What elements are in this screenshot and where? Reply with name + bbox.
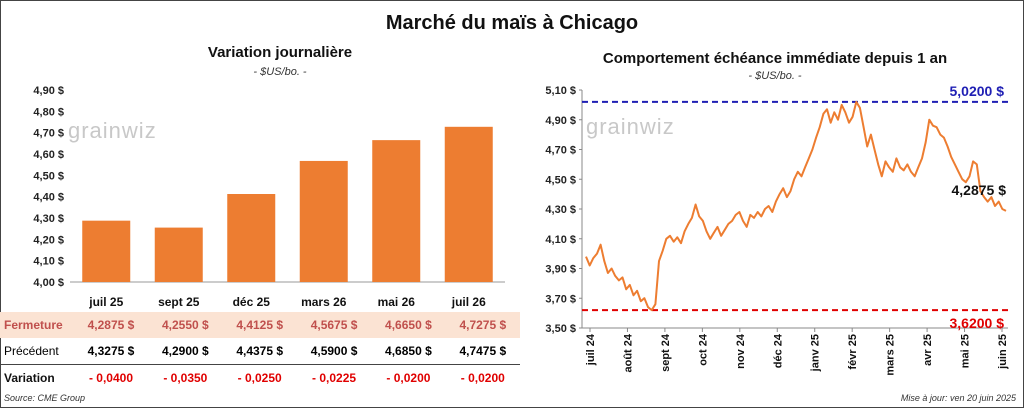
x-tick-label: janv 25: [810, 334, 822, 372]
x-tick-label: juil 26: [451, 295, 486, 309]
table-cell: - 0,0225: [312, 371, 357, 385]
y-tick-label: 4,70 $: [545, 145, 576, 157]
right-chart-title: Comportement échéance immédiate depuis 1…: [602, 50, 948, 67]
table-cell: - 0,0200: [460, 371, 505, 385]
x-tick-label: août 24: [622, 333, 634, 372]
y-tick-label: 4,90 $: [33, 85, 64, 97]
x-tick-label: juil 25: [88, 295, 123, 309]
table-row-variation: Variation - 0,0400 - 0,0350 - 0,0250 - 0…: [0, 365, 520, 392]
low-value-label: 3,6200 $: [950, 315, 1005, 331]
x-tick-label: mai 26: [378, 295, 416, 309]
table-cell: 4,6850 $: [385, 344, 432, 358]
x-tick-label: nov 24: [735, 333, 747, 369]
bar: [372, 140, 421, 282]
row-label: Variation: [4, 371, 55, 385]
y-tick-label: 4,40 $: [33, 192, 64, 204]
table-cell: 4,2550 $: [161, 318, 209, 332]
y-tick-label: 4,20 $: [33, 234, 64, 246]
table-cell: 4,5675 $: [310, 318, 358, 332]
table-cell: 4,2900 $: [161, 344, 209, 358]
bar: [82, 220, 131, 282]
bar: [154, 227, 203, 282]
right-watermark-logo: grainwiz: [586, 114, 675, 139]
table-row-fermeture: Fermeture 4,2875 $ 4,2550 $ 4,4125 $ 4,5…: [0, 312, 520, 338]
bar: [227, 194, 276, 282]
x-tick-label: déc 24: [772, 333, 784, 368]
bar: [299, 160, 348, 282]
y-tick-label: 4,10 $: [33, 256, 64, 268]
table-cell: 4,3275 $: [87, 344, 135, 358]
y-tick-label: 4,70 $: [33, 128, 64, 140]
x-tick-label: mai 25: [960, 334, 972, 368]
x-tick-label: juin 25: [997, 334, 1009, 370]
table-cell: 4,6650 $: [385, 318, 432, 332]
y-tick-label: 4,50 $: [545, 174, 576, 186]
table-cell: - 0,0400: [88, 371, 133, 385]
price-series-line: [585, 100, 1007, 312]
y-tick-label: 4,80 $: [33, 106, 64, 118]
x-tick-label: mars 25: [885, 334, 897, 376]
bar: [444, 126, 493, 282]
x-tick-label: sept 24: [660, 333, 672, 372]
left-chart-title: Variation journalière: [207, 44, 353, 61]
source-note: Source: CME Group: [4, 393, 86, 403]
x-tick-label: déc 25: [233, 295, 271, 309]
table-cell: 4,4375 $: [236, 344, 284, 358]
x-tick-label: avr 25: [922, 334, 934, 366]
y-tick-label: 4,60 $: [33, 149, 64, 161]
left-watermark-logo: grainwiz: [68, 118, 157, 143]
table-cell: 4,7475 $: [459, 344, 507, 358]
last-value-label: 4,2875 $: [952, 182, 1007, 198]
right-chart-unit: - $US/bo. -: [748, 70, 802, 82]
bar-chart: 4,00 $ 4,10 $ 4,20 $ 4,30 $ 4,40 $ 4,50 $ 4,60…: [33, 85, 505, 309]
table-cell: - 0,0350: [163, 371, 208, 385]
x-tick-label: oct 24: [697, 333, 709, 366]
page-title: Marché du maïs à Chicago: [385, 12, 639, 34]
y-tick-label: 4,30 $: [545, 204, 576, 216]
y-tick-label: 4,50 $: [33, 170, 64, 182]
table-cell: 4,5900 $: [310, 344, 358, 358]
table-cell: - 0,0250: [237, 371, 282, 385]
update-note: Mise à jour: ven 20 juin 2025: [900, 393, 1016, 403]
x-tick-label: mars 26: [301, 295, 347, 309]
row-label: Précédent: [4, 344, 59, 358]
line-chart: 3,50 $ 3,70 $ 3,90 $ 4,10 $ 4,30 $ 4,50 $ 4,70…: [545, 83, 1009, 376]
x-tick-label: juil 24: [585, 333, 597, 366]
y-tick-label: 3,90 $: [545, 264, 576, 276]
y-tick-label: 4,10 $: [545, 234, 576, 246]
table-row-precedent: Précédent 4,3275 $ 4,2900 $ 4,4375 $ 4,5…: [0, 338, 520, 365]
x-tick-label: févr 25: [847, 334, 859, 369]
x-tick-label: sept 25: [158, 295, 200, 309]
table-cell: 4,4125 $: [236, 318, 284, 332]
y-tick-label: 4,30 $: [33, 213, 64, 225]
left-chart-unit: - $US/bo. -: [253, 66, 307, 78]
y-tick-label: 4,00 $: [33, 277, 64, 289]
y-tick-label: 3,70 $: [545, 293, 576, 305]
table-cell: 4,2875 $: [87, 318, 135, 332]
table-cell: - 0,0200: [386, 371, 431, 385]
row-label: Fermeture: [4, 318, 63, 332]
table-cell: 4,7275 $: [459, 318, 507, 332]
y-tick-label: 3,50 $: [545, 323, 576, 335]
y-tick-label: 5,10 $: [545, 85, 576, 97]
quotes-table: Fermeture 4,2875 $ 4,2550 $ 4,4125 $ 4,5…: [0, 312, 520, 391]
high-value-label: 5,0200 $: [950, 83, 1005, 99]
y-tick-label: 4,90 $: [545, 115, 576, 127]
